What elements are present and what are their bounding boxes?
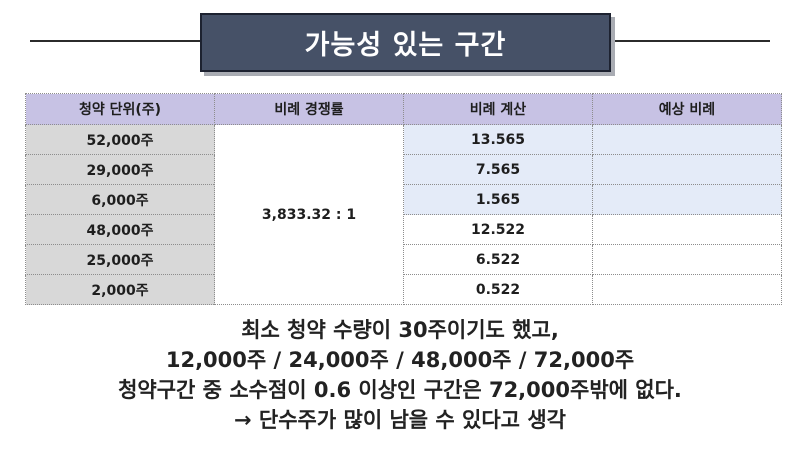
note-line-2: 12,000주 / 24,000주 / 48,000주 / 72,000주 — [165, 348, 635, 372]
expect-cell — [592, 274, 782, 305]
header-expect: 예상 비례 — [592, 93, 782, 125]
expect-cell — [592, 214, 782, 245]
unit-cell: 25,000주 — [25, 244, 215, 275]
calc-cell: 6.522 — [403, 244, 593, 275]
table-row: 2,000주 0.522 — [25, 274, 782, 305]
header-calc: 비례 계산 — [403, 93, 593, 125]
table-row: 29,000주 7.565 — [25, 154, 782, 185]
calc-cell: 7.565 — [403, 154, 593, 185]
header-ratio: 비례 경쟁률 — [214, 93, 404, 125]
table-row: 25,000주 6.522 — [25, 244, 782, 275]
title-rule-left — [30, 40, 205, 42]
notes-block: 최소 청약 수량이 30주이기도 했고, 12,000주 / 24,000주 /… — [0, 315, 800, 435]
expect-cell — [592, 124, 782, 155]
note-line-4: → 단수주가 많이 남을 수 있다고 생각 — [234, 408, 566, 432]
calc-cell: 0.522 — [403, 274, 593, 305]
unit-cell: 6,000주 — [25, 184, 215, 215]
note-line-3: 청약구간 중 소수점이 0.6 이상인 구간은 72,000주밖에 없다. — [118, 378, 682, 402]
calc-cell: 13.565 — [403, 124, 593, 155]
expect-cell — [592, 244, 782, 275]
expect-cell — [592, 154, 782, 185]
unit-cell: 52,000주 — [25, 124, 215, 155]
calc-cell: 12.522 — [403, 214, 593, 245]
expect-cell — [592, 184, 782, 215]
header-unit: 청약 단위(주) — [25, 93, 215, 125]
table-row: 6,000주 1.565 — [25, 184, 782, 215]
unit-cell: 2,000주 — [25, 274, 215, 305]
calc-cell: 1.565 — [403, 184, 593, 215]
title-rule-right — [607, 40, 770, 42]
page-title: 가능성 있는 구간 — [200, 13, 611, 72]
unit-cell: 48,000주 — [25, 214, 215, 245]
table-header-row: 청약 단위(주) 비례 경쟁률 비례 계산 예상 비례 — [25, 93, 782, 125]
table-row: 48,000주 12.522 — [25, 214, 782, 245]
note-line-1: 최소 청약 수량이 30주이기도 했고, — [241, 318, 559, 342]
ratio-cell: 3,833.32 : 1 — [214, 124, 404, 305]
unit-cell: 29,000주 — [25, 154, 215, 185]
table-row: 52,000주 3,833.32 : 1 13.565 — [25, 124, 782, 305]
subscription-table: 청약 단위(주) 비례 경쟁률 비례 계산 예상 비례 52,000주 3,83… — [25, 93, 782, 305]
